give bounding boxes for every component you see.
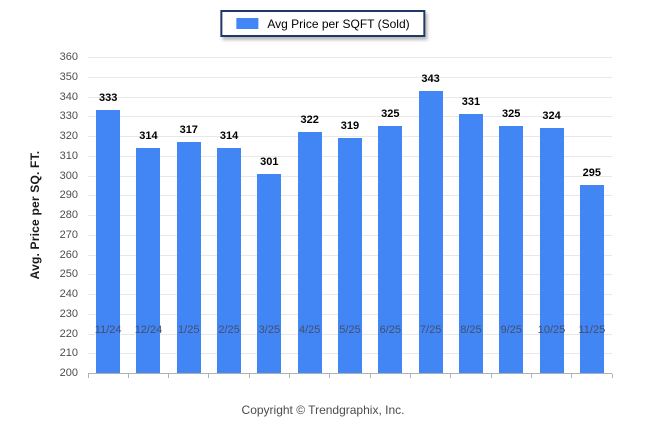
value-label: 319 bbox=[340, 119, 360, 132]
bar-9/25 bbox=[499, 126, 524, 373]
x-axis-tick bbox=[168, 374, 170, 378]
bar-slot: 317 bbox=[169, 57, 209, 373]
bar-1/25 bbox=[176, 141, 201, 373]
value-label: 343 bbox=[421, 72, 440, 85]
y-tick-label: 310 bbox=[59, 149, 78, 162]
y-tick-label: 300 bbox=[59, 169, 78, 182]
y-tick-label: 240 bbox=[59, 288, 78, 300]
bar-3/25 bbox=[257, 173, 282, 373]
x-tick-label: 7/25 bbox=[419, 324, 442, 336]
x-axis-tick bbox=[208, 374, 210, 378]
copyright-text: Copyright © Trendgraphix, Inc. bbox=[241, 403, 405, 417]
bar-slot: 325 bbox=[491, 57, 531, 373]
x-tick-label: 6/25 bbox=[379, 324, 402, 336]
y-tick-label: 320 bbox=[59, 130, 78, 142]
bar-slot: 333 bbox=[88, 57, 128, 373]
bar-slot: 314 bbox=[209, 57, 249, 373]
value-label: 301 bbox=[260, 155, 279, 168]
y-tick-label: 270 bbox=[59, 228, 78, 241]
plot-area: 333 314 317 314 301 322 319 325 343 331 325 324 295 bbox=[88, 57, 612, 374]
bar-11/24 bbox=[96, 110, 121, 373]
bar-5/25 bbox=[337, 138, 362, 373]
x-tick-label: 3/25 bbox=[258, 324, 281, 336]
value-label: 331 bbox=[461, 96, 481, 109]
value-label: 295 bbox=[582, 167, 602, 180]
value-label: 324 bbox=[542, 110, 561, 123]
x-axis-tick bbox=[450, 374, 452, 378]
y-tick-label: 220 bbox=[59, 327, 78, 340]
x-tick-label: 5/25 bbox=[339, 324, 361, 336]
bar-slot: 301 bbox=[249, 57, 289, 373]
bar-10/25 bbox=[539, 128, 564, 373]
y-tick-label: 350 bbox=[59, 70, 78, 83]
x-tick-label: 12/24 bbox=[134, 324, 163, 336]
gridline bbox=[88, 96, 612, 98]
y-tick-label: 360 bbox=[59, 51, 78, 63]
x-tick-label: 4/25 bbox=[298, 324, 321, 336]
bar-slot: 325 bbox=[370, 57, 410, 373]
bar-slot: 324 bbox=[531, 57, 571, 373]
gridline bbox=[88, 76, 612, 78]
value-label: 325 bbox=[502, 108, 521, 121]
y-tick-label: 230 bbox=[59, 307, 78, 320]
bar-slot: 295 bbox=[572, 57, 612, 373]
bar-11/25 bbox=[579, 185, 604, 373]
legend: Avg Price per SQFT (Sold) bbox=[220, 10, 426, 37]
bar-12/24 bbox=[136, 147, 161, 373]
x-tick-label: 10/25 bbox=[537, 324, 566, 336]
legend-label: Avg Price per SQFT (Sold) bbox=[267, 16, 410, 31]
gridline bbox=[88, 57, 612, 58]
x-axis-tick bbox=[329, 374, 331, 378]
x-tick-label: 2/25 bbox=[218, 324, 240, 336]
y-tick-label: 260 bbox=[59, 248, 78, 261]
bar-slot: 319 bbox=[330, 57, 370, 373]
x-axis-tick bbox=[530, 374, 532, 378]
bar-2/25 bbox=[217, 147, 242, 373]
x-tick-label: 8/25 bbox=[460, 324, 482, 336]
x-tick-label: 9/25 bbox=[500, 324, 522, 336]
value-label: 317 bbox=[179, 123, 198, 136]
x-axis-tick bbox=[248, 374, 250, 378]
bar-4/25 bbox=[297, 132, 322, 373]
y-tick-label: 200 bbox=[59, 367, 78, 379]
gridline bbox=[88, 136, 612, 137]
bar-slot: 331 bbox=[451, 57, 491, 373]
y-tick-label: 290 bbox=[59, 189, 78, 202]
x-axis-tick bbox=[571, 374, 573, 378]
y-tick-label: 210 bbox=[59, 347, 78, 360]
x-axis-tick bbox=[409, 374, 411, 378]
x-axis-tick bbox=[369, 374, 371, 378]
value-label: 325 bbox=[381, 108, 400, 121]
bar-8/25 bbox=[458, 114, 483, 373]
bar-6/25 bbox=[378, 126, 403, 373]
value-label: 314 bbox=[139, 129, 158, 142]
bar-slot: 343 bbox=[410, 57, 450, 373]
value-label: 314 bbox=[219, 129, 239, 142]
value-label: 333 bbox=[98, 92, 118, 105]
x-axis-tick bbox=[490, 374, 492, 378]
y-axis-title: Avg. Price per SQ. FT. bbox=[28, 150, 42, 280]
x-axis-tick bbox=[87, 374, 89, 378]
x-axis-tick bbox=[611, 374, 613, 378]
bar-slot: 322 bbox=[290, 57, 330, 373]
x-axis-tick bbox=[127, 374, 129, 378]
y-tick-label: 280 bbox=[59, 209, 78, 221]
y-tick-label: 340 bbox=[59, 90, 78, 103]
value-label: 322 bbox=[300, 114, 319, 127]
legend-swatch-icon bbox=[236, 18, 259, 29]
x-tick-label: 1/25 bbox=[178, 324, 200, 336]
x-tick-label: 11/24 bbox=[94, 324, 122, 336]
y-tick-label: 250 bbox=[59, 268, 78, 281]
x-axis-tick bbox=[289, 374, 291, 378]
gridline bbox=[88, 116, 612, 118]
bar-7/25 bbox=[418, 90, 443, 373]
y-tick-label: 330 bbox=[59, 110, 78, 123]
bar-slot: 314 bbox=[128, 57, 168, 373]
x-tick-label: 11/25 bbox=[578, 324, 606, 336]
